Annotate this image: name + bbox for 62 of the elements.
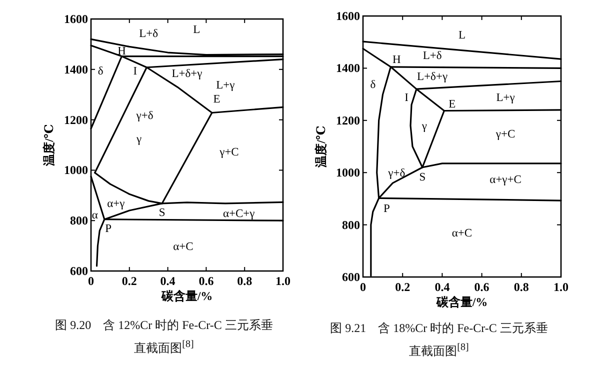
x-tick-label: 0.6 <box>474 280 490 294</box>
annotation: P <box>384 202 390 215</box>
annotation: L+γ <box>496 92 515 104</box>
y-tick-label: 800 <box>342 218 360 232</box>
annotation: H <box>118 46 126 58</box>
y-tick-label: 800 <box>70 214 88 228</box>
x-tick-label: 0.4 <box>160 274 176 288</box>
x-tick-label: 0 <box>88 274 94 288</box>
annotation: L+γ <box>216 80 235 92</box>
y-tick-label: 1000 <box>336 166 360 180</box>
x-tick-label: 0.2 <box>395 280 410 294</box>
annotation: γ <box>420 120 427 133</box>
annotation: α+γ <box>107 198 125 210</box>
x-tick-label: 0.6 <box>198 274 214 288</box>
annotation: γ+C <box>494 128 516 140</box>
annotation: H <box>392 54 401 66</box>
annotation: L+δ <box>422 50 442 62</box>
annotation: δ <box>370 78 376 91</box>
y-axis-title: 温度/℃ <box>42 124 56 167</box>
x-tick-label: 1.0 <box>276 274 290 288</box>
annotation: α+C+γ <box>222 208 255 220</box>
annotation: α+γ+C <box>490 174 522 186</box>
annotation: E <box>213 93 220 106</box>
y-tick-label: 1400 <box>336 61 360 76</box>
annotation: α+C <box>452 228 472 240</box>
x-tick-label: 0 <box>360 280 366 294</box>
annotation: α+C <box>173 240 194 253</box>
annotation: I <box>404 92 409 104</box>
y-tick-label: 1000 <box>64 163 88 178</box>
annotation: L+δ+γ <box>172 68 202 80</box>
text: 图 9.20 含 12%Cr 时的 Fe-Cr-C 三元系垂直截面图$^{[8]}$ <box>55 317 273 357</box>
y-tick-label: 1600 <box>64 12 88 26</box>
annotation: L <box>193 24 200 36</box>
annotation: P <box>105 223 112 236</box>
annotation: L <box>458 29 466 42</box>
x-tick-label: 1.0 <box>554 280 568 294</box>
y-tick-label: 1600 <box>336 9 360 23</box>
x-tick-label: 0.2 <box>122 274 137 288</box>
x-tick-label: 0.8 <box>237 274 252 288</box>
y-tick-label: 1200 <box>336 113 360 128</box>
annotation: γ+δ <box>135 110 154 122</box>
y-axis-title: 温度/℃ <box>314 126 328 168</box>
y-tick-label: 1400 <box>64 62 88 76</box>
y-tick-label: 600 <box>70 264 88 278</box>
annotation: γ+δ <box>387 168 406 180</box>
annotation: L+δ <box>139 28 158 40</box>
annotation: L+δ+γ <box>417 71 448 84</box>
annotation: S <box>419 172 426 184</box>
y-tick-label: 600 <box>342 270 360 284</box>
x-tick-label: 0.4 <box>434 280 450 294</box>
annotation: δ <box>98 66 104 78</box>
annotation: γ+C <box>218 146 240 158</box>
text: 图 9.21 含 18%Cr 时的 Fe-Cr-C 三元系垂直截面图$^{[8]}$ <box>330 320 548 360</box>
x-tick-label: 0.8 <box>514 280 529 294</box>
annotation: S <box>158 206 166 219</box>
annotation: γ <box>135 134 142 146</box>
annotation: E <box>448 98 456 110</box>
x-axis-title: 碳含量/% <box>160 289 213 303</box>
annotation: α <box>92 209 98 222</box>
annotation: I <box>133 66 138 78</box>
y-tick-label: 1200 <box>64 112 88 127</box>
x-axis-title: 碳含量/% <box>435 295 488 309</box>
